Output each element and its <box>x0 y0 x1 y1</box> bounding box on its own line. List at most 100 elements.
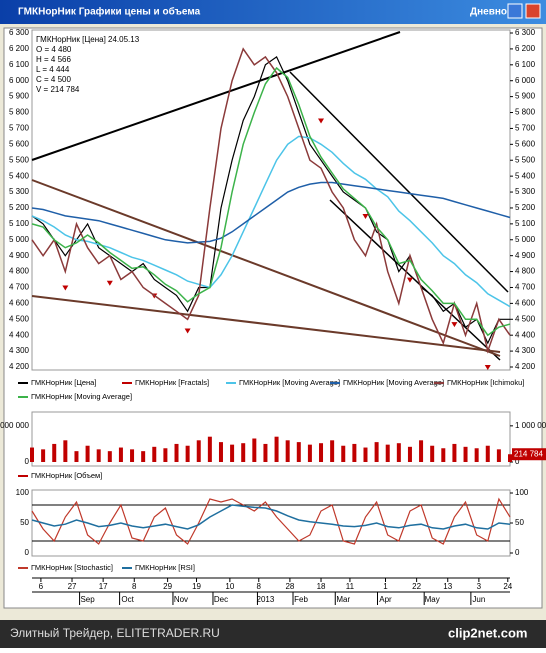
y-tick-label: 6 000 <box>515 76 536 85</box>
x-tick-label: 17 <box>99 582 108 591</box>
legend-label: ГМКНорНик [Stochastic] <box>31 563 113 572</box>
volume-bar <box>396 443 401 462</box>
x-tick-label: 6 <box>39 582 44 591</box>
y-tick-label: 0 <box>515 457 520 466</box>
minimize-button[interactable] <box>507 3 523 19</box>
volume-bar <box>463 446 468 462</box>
volume-bar <box>152 446 157 462</box>
y-tick-label: 6 300 <box>9 28 30 37</box>
month-label: May <box>425 595 440 604</box>
y-tick-label: 5 200 <box>9 203 30 212</box>
period: Дневной <box>470 7 513 18</box>
price-panel <box>31 29 511 371</box>
fractal <box>406 277 413 283</box>
y-tick-label: 6 100 <box>9 60 30 69</box>
x-tick-label: 11 <box>346 582 355 591</box>
legend-label: ГМКНорНик [Цена] <box>31 378 96 387</box>
month-label: 2013 <box>257 595 275 604</box>
info-line: V = 214 784 <box>36 85 80 94</box>
volume-panel <box>31 411 511 467</box>
volume-bar <box>174 443 179 462</box>
y-tick-label: 5 500 <box>515 155 536 164</box>
month-label: Oct <box>121 595 134 604</box>
x-tick-label: 3 <box>477 582 482 591</box>
volume-bar <box>118 447 123 462</box>
volume-bar <box>419 440 424 462</box>
x-tick-label: 8 <box>257 582 262 591</box>
y-tick-label: 100 <box>16 488 30 497</box>
y-tick-label: 5 500 <box>9 155 30 164</box>
y-tick-label: 1 000 000 <box>0 421 30 430</box>
y-tick-label: 5 200 <box>515 203 536 212</box>
legend-label: ГМКНорНик [Fractals] <box>135 378 209 387</box>
month-label: Jun <box>472 595 485 604</box>
y-tick-label: 5 600 <box>515 139 536 148</box>
info-line: H = 4 566 <box>36 55 71 64</box>
fractal <box>184 328 191 334</box>
y-tick-label: 4 600 <box>515 298 536 307</box>
y-tick-label: 0 <box>25 457 30 466</box>
y-tick-label: 5 300 <box>9 187 30 196</box>
volume-bar <box>85 445 90 462</box>
y-tick-label: 5 000 <box>9 235 30 244</box>
info-line: O = 4 480 <box>36 45 72 54</box>
y-tick-label: 6 200 <box>515 44 536 53</box>
month-label: Sep <box>80 595 95 604</box>
y-tick-label: 5 900 <box>515 92 536 101</box>
y-tick-label: 4 500 <box>515 314 536 323</box>
y-tick-label: 5 400 <box>515 171 536 180</box>
y-tick-label: 5 700 <box>515 124 536 133</box>
volume-bar <box>285 440 290 462</box>
volume-bar <box>407 446 412 462</box>
y-tick-label: 4 800 <box>515 267 536 276</box>
trend-line <box>31 179 501 357</box>
y-tick-label: 0 <box>25 548 30 557</box>
x-tick-label: 29 <box>163 582 172 591</box>
volume-bar <box>130 449 135 462</box>
y-tick-label: 5 100 <box>515 219 536 228</box>
month-label: Feb <box>294 595 308 604</box>
y-tick-label: 0 <box>515 548 520 557</box>
y-tick-label: 4 700 <box>515 283 536 292</box>
y-tick-label: 4 800 <box>9 267 30 276</box>
fractal <box>106 280 113 286</box>
y-tick-label: 4 300 <box>515 346 536 355</box>
volume-bar <box>496 449 501 462</box>
y-tick-label: 5 800 <box>515 108 536 117</box>
volume-bar <box>252 438 257 462</box>
x-tick-label: 8 <box>132 582 137 591</box>
y-tick-label: 100 <box>515 488 529 497</box>
volume-bar <box>185 445 190 462</box>
y-tick-label: 5 000 <box>515 235 536 244</box>
volume-bar <box>241 443 246 462</box>
volume-bar <box>196 440 201 462</box>
y-tick-label: 6 100 <box>515 60 536 69</box>
volume-bar <box>263 443 268 462</box>
x-tick-label: 10 <box>225 582 234 591</box>
fractal <box>484 365 491 371</box>
legend-label: ГМКНорНик [RSI] <box>135 563 195 572</box>
x-tick-label: 22 <box>412 582 421 591</box>
window-title: ГМКНорНик Графики цены и объема <box>18 6 201 18</box>
footer <box>0 620 546 648</box>
y-tick-label: 6 300 <box>515 28 536 37</box>
volume-bar <box>374 442 379 462</box>
volume-bar <box>163 448 168 462</box>
volume-bar <box>230 444 235 462</box>
y-tick-label: 6 200 <box>9 44 30 53</box>
x-tick-label: 13 <box>443 582 452 591</box>
volume-bar <box>430 445 435 462</box>
volume-bar <box>107 451 112 462</box>
volume-bar <box>52 443 57 462</box>
y-tick-label: 4 200 <box>515 362 536 371</box>
close-button[interactable] <box>525 3 541 19</box>
volume-bar <box>207 436 212 462</box>
volume-bar <box>41 449 46 462</box>
volume-bar <box>319 443 324 462</box>
volume-bar <box>74 451 79 462</box>
info-line: L = 4 444 <box>36 65 70 74</box>
legend-label: ГМКНорНик [Moving Average] <box>343 378 444 387</box>
volume-bar <box>96 449 101 462</box>
x-tick-label: 18 <box>317 582 326 591</box>
